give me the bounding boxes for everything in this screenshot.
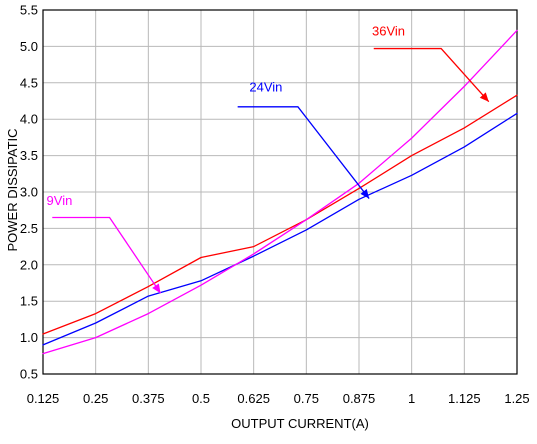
y-tick-label: 1.5 — [20, 294, 38, 309]
y-axis-title: POWER DISSIPATIC — [5, 128, 20, 251]
x-axis-title: OUTPUT CURRENT(A) — [231, 416, 369, 431]
x-tick-label: 0.375 — [132, 391, 165, 406]
y-tick-label: 2.5 — [20, 221, 38, 236]
annotation-leader-36vin — [373, 47, 490, 103]
plot-frame — [42, 9, 518, 375]
x-tick-label: 0.25 — [83, 391, 108, 406]
annotation-leader-9vin — [52, 216, 162, 294]
x-tick-label: 0.875 — [343, 391, 376, 406]
series-line-24vin — [42, 112, 518, 346]
x-tick-label: 1.25 — [504, 391, 529, 406]
x-tick-label: 0.75 — [294, 391, 319, 406]
x-tick-label: 0.5 — [192, 391, 210, 406]
annotation-arrowhead-24vin — [360, 188, 370, 199]
annotation-arrowhead-9vin — [152, 283, 161, 294]
y-tick-label: 3.5 — [20, 148, 38, 163]
y-tick-label: 4.5 — [20, 75, 38, 90]
x-tick-label: 0.125 — [27, 391, 60, 406]
y-tick-label: 5.5 — [20, 3, 38, 18]
x-tick-label: 0.625 — [237, 391, 270, 406]
series-annotations: 36Vin 24Vin 9Vin — [47, 23, 490, 294]
y-tick-label: 5.0 — [20, 39, 38, 54]
annotation-label-24vin: 24Vin — [249, 80, 282, 95]
y-tick-label: 3.0 — [20, 185, 38, 200]
annotation-label-36vin: 36Vin — [372, 23, 405, 38]
annotation-arrowhead-36vin — [479, 92, 489, 102]
annotation-label-9vin: 9Vin — [47, 193, 73, 208]
y-tick-label: 2.0 — [20, 257, 38, 272]
x-tick-label: 1.125 — [448, 391, 481, 406]
y-tick-labels: 0.5 1.0 1.5 2.0 2.5 3.0 3.5 4.0 4.5 5.0 5.5 — [20, 3, 38, 382]
series-line-36vin — [42, 94, 518, 335]
y-tick-label: 0.5 — [20, 367, 38, 382]
annotation-leader-24vin — [237, 106, 370, 199]
series-lines — [42, 29, 518, 355]
x-tick-label: 1 — [408, 391, 415, 406]
y-tick-label: 1.0 — [20, 330, 38, 345]
y-tick-label: 4.0 — [20, 112, 38, 127]
series-line-9vin — [42, 29, 518, 355]
x-tick-labels: 0.125 0.25 0.375 0.5 0.625 0.75 0.875 1 1.125 1.2… — [27, 391, 530, 406]
